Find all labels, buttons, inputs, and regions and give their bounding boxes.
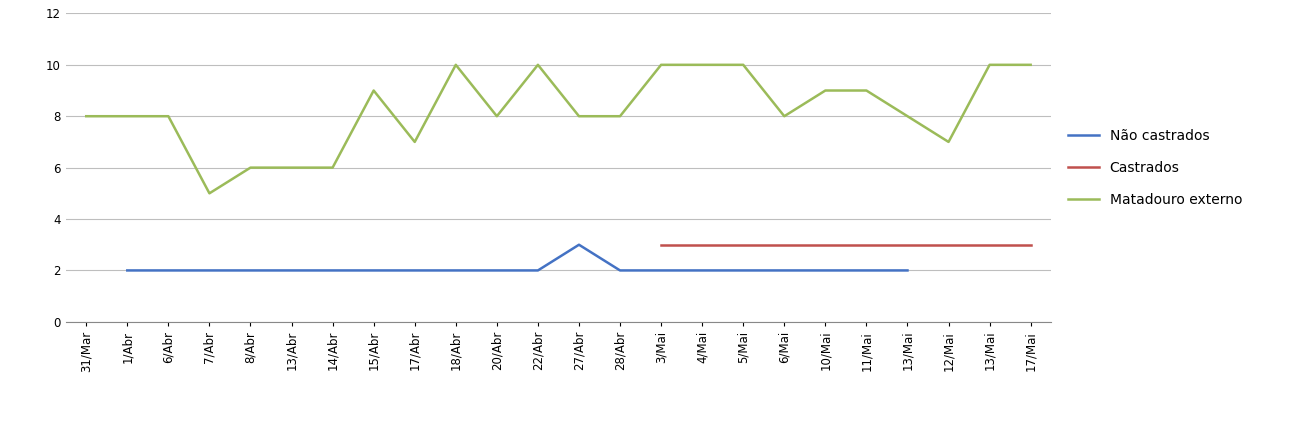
Line: Não castrados: Não castrados — [127, 245, 908, 270]
Não castrados — [243, 268, 259, 273]
Matadouro externo — [858, 88, 874, 93]
Matadouro externo — [736, 62, 752, 67]
Castrados — [1022, 242, 1038, 248]
Castrados — [694, 242, 710, 248]
Castrados — [982, 242, 997, 248]
Não castrados — [653, 268, 669, 273]
Castrados — [900, 242, 916, 248]
Não castrados — [530, 268, 545, 273]
Matadouro externo — [201, 191, 217, 196]
Não castrados — [572, 242, 587, 248]
Castrados — [817, 242, 833, 248]
Line: Matadouro externo: Matadouro externo — [87, 65, 1030, 194]
Matadouro externo — [612, 114, 628, 119]
Não castrados — [448, 268, 464, 273]
Não castrados — [817, 268, 833, 273]
Castrados — [858, 242, 874, 248]
Castrados — [653, 242, 669, 248]
Matadouro externo — [407, 139, 423, 145]
Matadouro externo — [900, 114, 916, 119]
Não castrados — [407, 268, 423, 273]
Castrados — [777, 242, 792, 248]
Não castrados — [160, 268, 176, 273]
Matadouro externo — [79, 114, 95, 119]
Matadouro externo — [325, 165, 340, 170]
Não castrados — [284, 268, 300, 273]
Matadouro externo — [1022, 62, 1038, 67]
Não castrados — [900, 268, 916, 273]
Matadouro externo — [365, 88, 381, 93]
Não castrados — [365, 268, 381, 273]
Não castrados — [612, 268, 628, 273]
Matadouro externo — [982, 62, 997, 67]
Não castrados — [120, 268, 135, 273]
Matadouro externo — [572, 114, 587, 119]
Não castrados — [736, 268, 752, 273]
Não castrados — [777, 268, 792, 273]
Não castrados — [325, 268, 340, 273]
Matadouro externo — [489, 114, 505, 119]
Matadouro externo — [448, 62, 464, 67]
Matadouro externo — [243, 165, 259, 170]
Matadouro externo — [777, 114, 792, 119]
Matadouro externo — [160, 114, 176, 119]
Matadouro externo — [817, 88, 833, 93]
Castrados — [941, 242, 957, 248]
Não castrados — [489, 268, 505, 273]
Matadouro externo — [284, 165, 300, 170]
Legend: Não castrados, Castrados, Matadouro externo: Não castrados, Castrados, Matadouro exte… — [1068, 129, 1242, 207]
Não castrados — [694, 268, 710, 273]
Não castrados — [858, 268, 874, 273]
Castrados — [736, 242, 752, 248]
Matadouro externo — [653, 62, 669, 67]
Matadouro externo — [120, 114, 135, 119]
Matadouro externo — [694, 62, 710, 67]
Não castrados — [201, 268, 217, 273]
Matadouro externo — [941, 139, 957, 145]
Matadouro externo — [530, 62, 545, 67]
